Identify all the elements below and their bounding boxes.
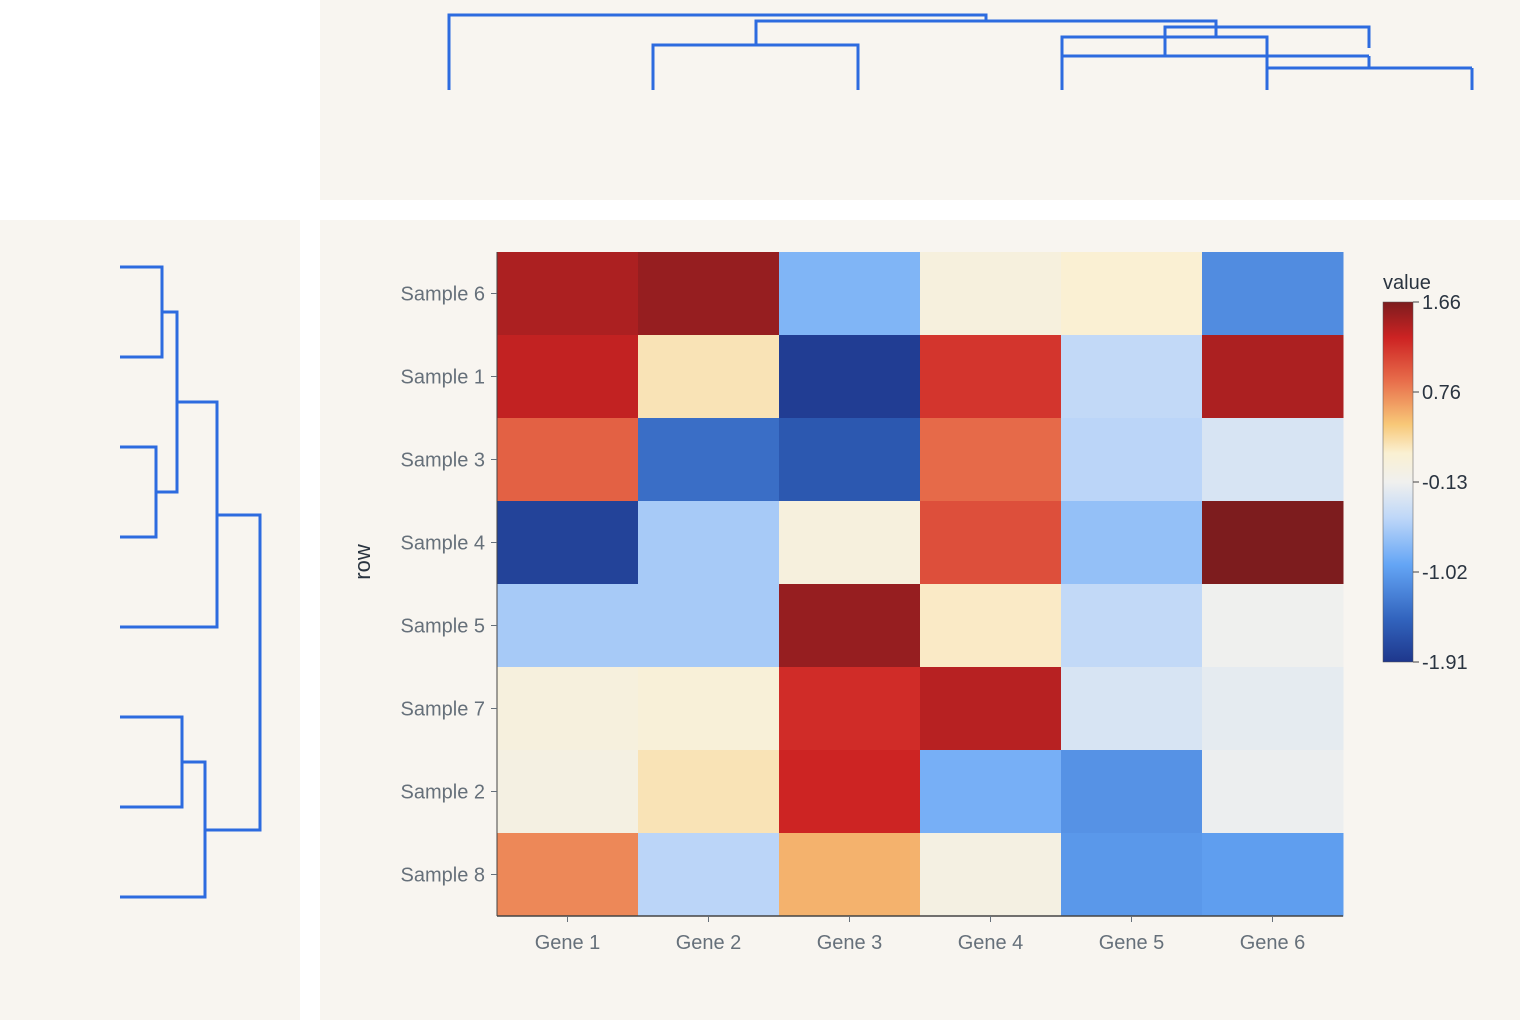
heatmap-cell xyxy=(779,584,921,668)
heatmap-cell xyxy=(1061,335,1203,419)
heatmap-cell xyxy=(1202,501,1344,585)
heatmap-cell xyxy=(638,335,780,419)
heatmap-cell xyxy=(497,335,639,419)
heatmap-cells xyxy=(497,252,1344,917)
heatmap-cell xyxy=(779,252,921,336)
heatmap-cell xyxy=(497,501,639,585)
heatmap-cell xyxy=(920,750,1062,834)
y-tick-label: Sample 5 xyxy=(401,616,486,638)
y-tick-label: Sample 8 xyxy=(401,865,486,887)
heatmap-cell xyxy=(1061,667,1203,751)
dendrogram-branch xyxy=(205,513,262,832)
dendrogram-branch xyxy=(447,13,988,90)
y-tick-label: Sample 2 xyxy=(401,782,486,804)
x-tick-label: Gene 4 xyxy=(958,932,1024,954)
heatmap-cell xyxy=(638,501,780,585)
dendrogram-branch xyxy=(120,760,207,899)
heatmap-cell xyxy=(779,501,921,585)
colorbar-gradient xyxy=(1382,301,1414,663)
heatmap-cell xyxy=(920,335,1062,419)
heatmap-cell xyxy=(497,750,639,834)
heatmap-cell xyxy=(1202,418,1344,502)
x-tick-label: Gene 3 xyxy=(817,932,883,954)
heatmap-cell xyxy=(497,833,639,917)
heatmap-cell xyxy=(1061,833,1203,917)
heatmap-cell xyxy=(920,501,1062,585)
heatmap-cell xyxy=(779,833,921,917)
heatmap-cell xyxy=(638,667,780,751)
heatmap-cell xyxy=(497,418,639,502)
heatmap-cell xyxy=(920,418,1062,502)
heatmap-cell xyxy=(1061,501,1203,585)
heatmap-cell xyxy=(1202,335,1344,419)
heatmap-cell xyxy=(497,584,639,668)
dendrogram-branch xyxy=(120,265,164,359)
y-tick-label: Sample 7 xyxy=(401,699,486,721)
heatmap-cell xyxy=(1202,252,1344,336)
heatmap-cell xyxy=(779,667,921,751)
heatmap-cell xyxy=(779,335,921,419)
heatmap-cell xyxy=(497,252,639,336)
dendrogram-branch xyxy=(651,43,860,70)
heatmap-cell xyxy=(920,833,1062,917)
heatmap-cell xyxy=(638,252,780,336)
heatmap-panel: Sample 6 Sample 1 Sample 3 Sample 4 Sample 5… xyxy=(320,220,1520,1020)
heatmap-cell xyxy=(638,750,780,834)
dendrogram-branch xyxy=(1163,25,1371,48)
heatmap-cell xyxy=(638,418,780,502)
x-axis: Gene 1 Gene 2 Gene 3 Gene 4 Gene 5 Gene 6 xyxy=(497,915,1343,954)
heatmap-cell xyxy=(1061,750,1203,834)
y-tick-label: Sample 6 xyxy=(401,284,486,306)
column-dendrogram-panel xyxy=(320,0,1520,200)
heatmap-cell xyxy=(1061,418,1203,502)
heatmap-cell xyxy=(638,833,780,917)
heatmap-cell xyxy=(1202,584,1344,668)
dendrogram-branch xyxy=(120,445,158,539)
heatmap-cell xyxy=(920,667,1062,751)
y-tick-label: Sample 1 xyxy=(401,367,486,389)
dendrogram-branch xyxy=(120,400,219,629)
heatmap-cell xyxy=(920,584,1062,668)
heatmap-cell xyxy=(1061,584,1203,668)
heatmap-cell xyxy=(1202,833,1344,917)
y-axis: Sample 6 Sample 1 Sample 3 Sample 4 Sample 5… xyxy=(401,252,498,916)
colorbar-tick-label: 1.66 xyxy=(1422,292,1461,314)
x-tick-label: Gene 1 xyxy=(535,932,601,954)
colorbar-tick-label: -1.02 xyxy=(1422,562,1468,584)
heatmap-cell xyxy=(920,252,1062,336)
row-dendrogram xyxy=(120,265,262,899)
heatmap-cell xyxy=(1202,750,1344,834)
heatmap-cell xyxy=(1202,667,1344,751)
heatmap-cell xyxy=(779,418,921,502)
colorbar-tick-label: -1.91 xyxy=(1422,652,1468,674)
x-tick-label: Gene 6 xyxy=(1240,932,1306,954)
x-tick-label: Gene 5 xyxy=(1099,932,1165,954)
colorbar-tick-label: 0.76 xyxy=(1422,382,1461,404)
heatmap-chart: Sample 6 Sample 1 Sample 3 Sample 4 Sample 5… xyxy=(350,252,1468,954)
heatmap-cell xyxy=(497,667,639,751)
x-tick-label: Gene 2 xyxy=(676,932,742,954)
heatmap-cell xyxy=(1061,252,1203,336)
y-tick-label: Sample 3 xyxy=(401,450,486,472)
heatmap-cell xyxy=(638,584,780,668)
heatmap-cell xyxy=(779,750,921,834)
y-axis-title: row xyxy=(350,544,375,580)
colorbar-tick-label: -0.13 xyxy=(1422,472,1468,494)
dendrogram-branch xyxy=(120,715,184,809)
row-dendrogram-panel xyxy=(0,220,300,1020)
column-dendrogram xyxy=(447,13,1474,90)
colorbar: value 1.66 0.76 -0.13 -1.02 -1.91 xyxy=(1382,272,1468,674)
colorbar-title: value xyxy=(1383,272,1431,294)
dendrogram-branch xyxy=(754,19,1218,45)
y-tick-label: Sample 4 xyxy=(401,533,486,555)
dendrogram-branch xyxy=(156,310,179,494)
